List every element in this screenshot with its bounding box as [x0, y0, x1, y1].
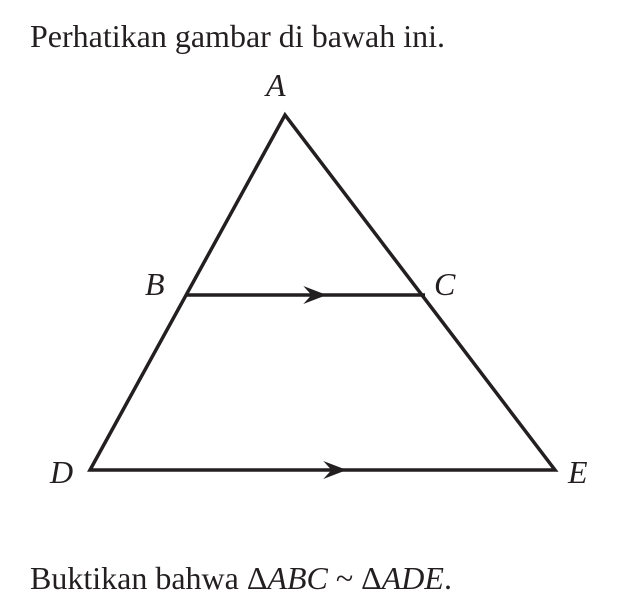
bottom-prefix: Buktikan bahwa	[30, 560, 247, 596]
ade-label: ADE	[382, 560, 444, 596]
label-b: B	[145, 266, 165, 303]
abc-label: ABC	[267, 560, 327, 596]
similar-symbol: ~	[328, 560, 361, 596]
instruction-text-bottom: Buktikan bahwa ΔABC ~ ΔADE.	[30, 560, 452, 597]
label-a: A	[266, 67, 286, 104]
label-c: C	[434, 266, 455, 303]
delta-2: Δ	[361, 560, 382, 596]
label-d: D	[50, 454, 73, 491]
delta-1: Δ	[247, 560, 268, 596]
instruction-text-top: Perhatikan gambar di bawah ini.	[30, 18, 445, 55]
triangle-diagram: A B C D E	[30, 70, 590, 540]
period: .	[444, 560, 452, 596]
triangle-svg	[30, 70, 590, 510]
label-e: E	[568, 454, 588, 491]
